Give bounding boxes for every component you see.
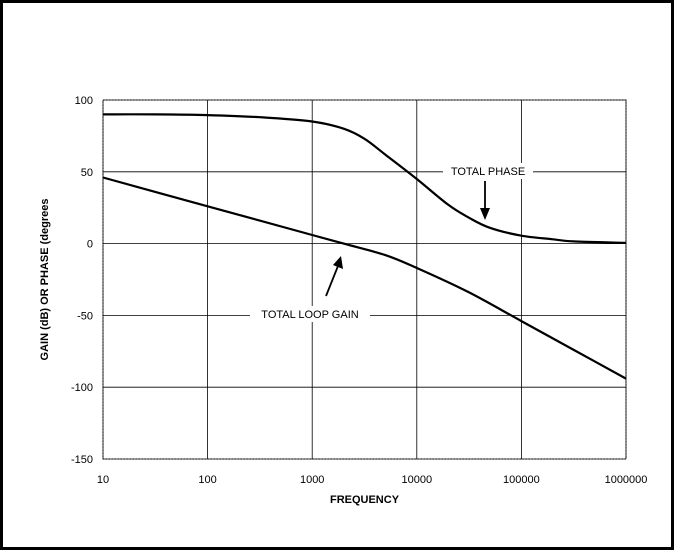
series-layer	[102, 113, 627, 380]
annotation-total-phase: TOTAL PHASE	[451, 166, 525, 178]
x-tick-label: 1000000	[605, 474, 648, 486]
grid	[102, 99, 627, 460]
y-tick-label: 100	[75, 95, 93, 107]
x-tick-label: 100000	[503, 474, 540, 486]
x-tick-label: 1000	[300, 474, 324, 486]
x-tick-label: 10	[97, 474, 109, 486]
annotation-arrow-total-loop-gain	[325, 265, 339, 297]
series-line-total-loop-gain	[102, 176, 627, 380]
arrowhead-total-loop-gain	[333, 256, 343, 269]
y-tick-label: 50	[81, 167, 93, 179]
annotation-bg-total-loop-gain	[250, 306, 370, 322]
series-line-total-phase	[102, 113, 627, 244]
annotation-bg-total-phase	[443, 163, 533, 179]
y-tick-label: -100	[71, 382, 93, 394]
y-tick-label: -50	[77, 310, 93, 322]
arrowhead-total-phase	[480, 208, 490, 220]
x-tick-label: 100	[198, 474, 216, 486]
y-tick-label: -150	[71, 454, 93, 466]
y-axis-title: GAIN (dB) OR PHASE (degrees	[39, 199, 51, 361]
annotation-total-loop-gain: TOTAL LOOP GAIN	[261, 309, 358, 321]
tick-labels: 10 100 1000 10000 100000 1000000 100 50 0 -50 -100…	[71, 95, 647, 486]
annotations: TOTAL PHASE TOTAL LOOP GAIN	[250, 163, 533, 322]
plot-area	[102, 99, 627, 460]
x-tick-label: 10000	[402, 474, 433, 486]
y-tick-label: 0	[87, 239, 93, 251]
x-axis-title: FREQUENCY	[330, 494, 400, 506]
